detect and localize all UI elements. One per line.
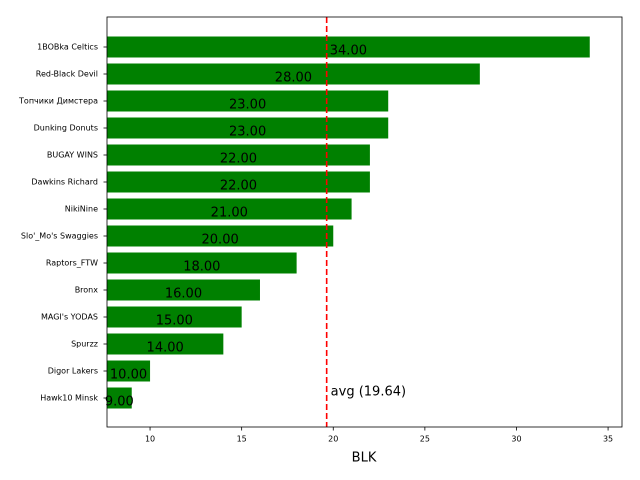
- y-tick-label: Bronx: [75, 286, 99, 295]
- bar: [107, 90, 389, 112]
- value-label: 23.00: [229, 125, 266, 140]
- value-label: 9.00: [105, 395, 134, 410]
- bar: [107, 333, 224, 355]
- x-tick-label: 30: [511, 435, 521, 444]
- x-tick-label: 25: [420, 435, 430, 444]
- avg-label: avg (19.64): [331, 385, 406, 400]
- bar: [107, 171, 370, 193]
- y-tick-label: Dunking Donuts: [34, 124, 98, 133]
- bar: [107, 225, 334, 247]
- y-tick-label: NikiNine: [65, 205, 98, 214]
- bar: [107, 144, 370, 166]
- x-tick-label: 35: [603, 435, 613, 444]
- bar: [107, 279, 260, 301]
- y-tick-label: Red-Black Devil: [36, 70, 98, 79]
- bar: [107, 306, 242, 328]
- x-tick-label: 15: [237, 435, 247, 444]
- y-tick-label: Топчики Димстера: [18, 97, 98, 106]
- bar: [107, 387, 132, 409]
- y-tick-label: Slo'_Mo's Swaggies: [21, 232, 98, 241]
- bar: [107, 63, 480, 85]
- y-tick-label: Dawkins Richard: [31, 178, 98, 187]
- y-tick-label: Spurzz: [71, 340, 98, 349]
- value-label: 22.00: [220, 179, 257, 194]
- x-axis-label: BLK: [352, 451, 377, 466]
- bar: [107, 360, 151, 382]
- value-label: 15.00: [156, 314, 193, 329]
- y-tick-label: 1BOBka Celtics: [37, 43, 98, 52]
- y-tick-label: Raptors_FTW: [46, 259, 98, 268]
- x-tick-label: 10: [145, 435, 155, 444]
- x-tick-label: 20: [328, 435, 338, 444]
- bar: [107, 252, 297, 274]
- value-label: 20.00: [202, 233, 239, 248]
- plot-frame: [106, 16, 623, 428]
- value-label: 14.00: [147, 341, 184, 356]
- value-label: 23.00: [229, 98, 266, 113]
- y-tick-label: Digor Lakers: [48, 367, 98, 376]
- y-tick-label: Hawk10 Minsk: [40, 394, 98, 403]
- value-label: 22.00: [220, 152, 257, 167]
- bar: [107, 117, 389, 139]
- bar: [107, 198, 352, 220]
- value-label: 10.00: [110, 368, 147, 383]
- value-label: 18.00: [183, 260, 220, 275]
- bar: [107, 36, 590, 58]
- y-tick-label: MAGI's YODAS: [41, 313, 98, 322]
- value-label: 16.00: [165, 287, 202, 302]
- value-label: 28.00: [275, 71, 312, 86]
- value-label: 21.00: [211, 206, 248, 221]
- y-tick-label: BUGAY WINS: [47, 151, 98, 160]
- value-label: 34.00: [330, 44, 367, 59]
